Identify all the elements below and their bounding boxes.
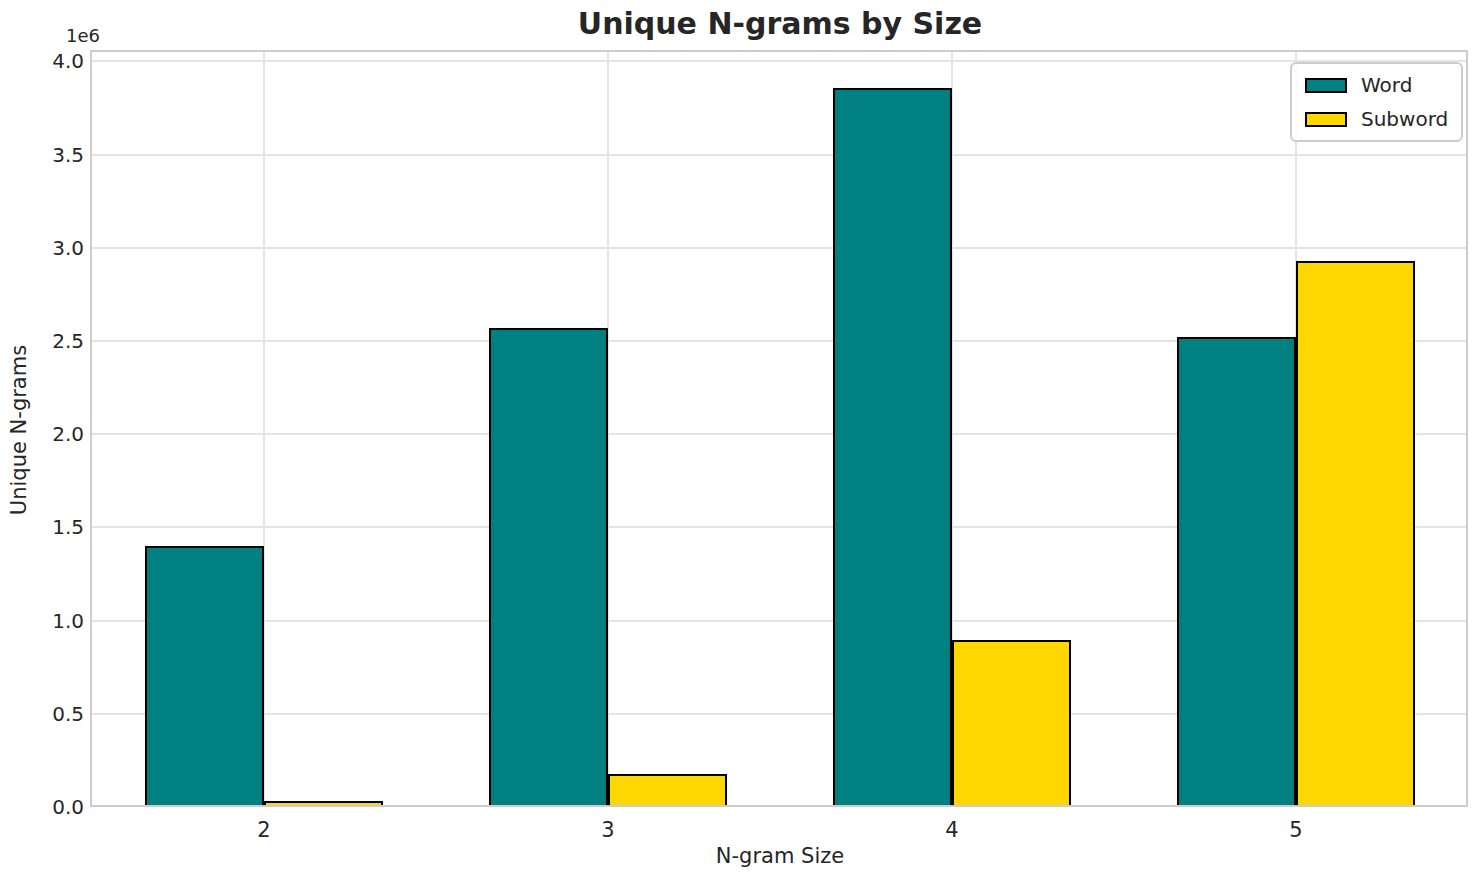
plot-spine-top xyxy=(90,50,1468,52)
bar-word-2 xyxy=(145,546,264,807)
y-gridline xyxy=(92,60,1468,62)
bar-subword-3 xyxy=(608,774,727,807)
bar-subword-4 xyxy=(952,640,1071,807)
plot-spine-right xyxy=(1466,50,1468,807)
chart-title: Unique N-grams by Size xyxy=(92,7,1468,40)
figure: Unique N-grams by Size 1e6 Unique N-gram… xyxy=(0,0,1484,885)
plot-spine-left xyxy=(90,50,92,807)
y-tick-label: 2.5 xyxy=(20,331,84,351)
bar-subword-5 xyxy=(1296,261,1415,807)
plot-spine-bottom xyxy=(90,805,1468,807)
bar-word-5 xyxy=(1177,337,1296,807)
x-tick-label: 2 xyxy=(224,820,304,841)
y-gridline xyxy=(92,154,1468,156)
legend-swatch-subword xyxy=(1305,112,1347,127)
plot-area xyxy=(92,52,1468,807)
legend-label-word: Word xyxy=(1361,73,1412,97)
x-tick-label: 5 xyxy=(1256,820,1336,841)
y-tick-label: 0.0 xyxy=(20,797,84,817)
y-tick-label: 3.5 xyxy=(20,145,84,165)
x-tick-label: 3 xyxy=(568,820,648,841)
y-tick-label: 1.5 xyxy=(20,517,84,537)
legend-item-word: Word xyxy=(1305,73,1448,97)
y-tick-label: 2.0 xyxy=(20,424,84,444)
y-tick-label: 4.0 xyxy=(20,51,84,71)
y-tick-label: 3.0 xyxy=(20,238,84,258)
bar-word-4 xyxy=(833,88,952,807)
legend-item-subword: Subword xyxy=(1305,107,1448,131)
legend: Word Subword xyxy=(1290,62,1463,142)
legend-label-subword: Subword xyxy=(1361,107,1448,131)
y-axis-offset-label: 1e6 xyxy=(66,27,100,45)
y-tick-label: 0.5 xyxy=(20,704,84,724)
x-axis-label: N-gram Size xyxy=(92,846,1468,867)
x-tick-label: 4 xyxy=(912,820,992,841)
y-tick-label: 1.0 xyxy=(20,611,84,631)
y-gridline xyxy=(92,247,1468,249)
legend-swatch-word xyxy=(1305,78,1347,93)
bar-word-3 xyxy=(489,328,608,807)
